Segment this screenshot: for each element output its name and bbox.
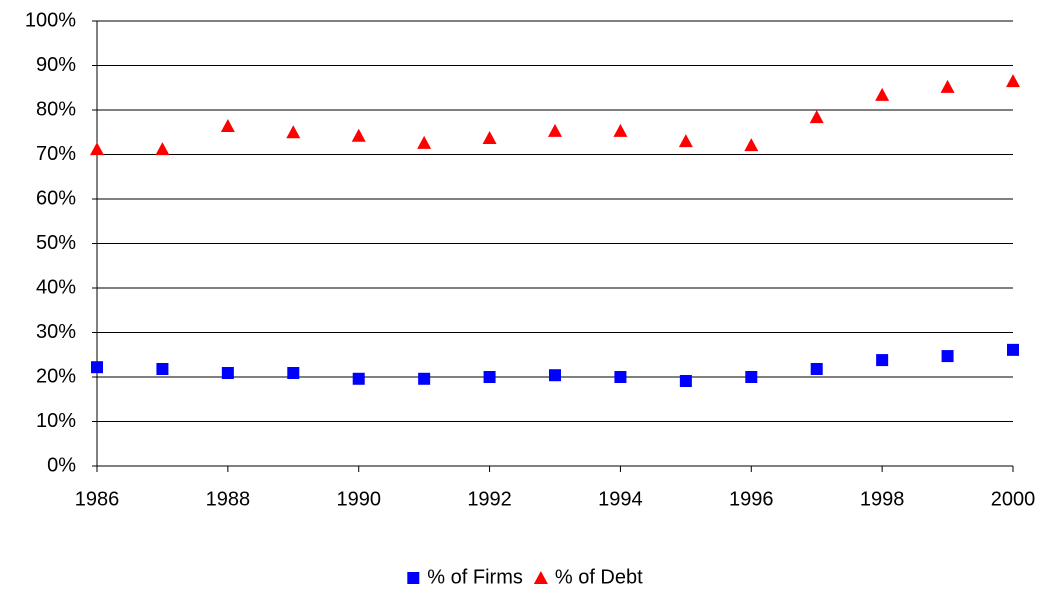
- y-tick-label: 20%: [36, 365, 76, 387]
- data-point: [351, 128, 366, 142]
- data-point: [352, 372, 365, 385]
- data-point: [287, 366, 300, 379]
- y-tick-label: 40%: [36, 276, 76, 298]
- data-point: [1006, 74, 1020, 88]
- data-point: [90, 142, 104, 156]
- data-point: [809, 110, 824, 124]
- y-tick-label: 0%: [47, 454, 76, 476]
- data-point: [482, 131, 497, 145]
- data-point: [940, 79, 955, 93]
- legend-label: % of Debt: [555, 566, 643, 588]
- legend-label: % of Firms: [427, 566, 523, 588]
- y-tick-label: 60%: [36, 187, 76, 209]
- y-tick-label: 70%: [36, 143, 76, 165]
- x-tick-label: 1994: [598, 488, 643, 510]
- data-point: [286, 125, 301, 139]
- y-tick-label: 100%: [25, 9, 76, 31]
- y-tick-label: 50%: [36, 232, 76, 254]
- x-tick-label: 1990: [336, 488, 381, 510]
- legend-marker: [407, 572, 420, 584]
- y-tick-label: 10%: [36, 410, 76, 432]
- legend-marker: [533, 571, 548, 584]
- data-point: [614, 371, 627, 383]
- y-tick-label: 80%: [36, 98, 76, 120]
- data-point: [221, 366, 234, 379]
- data-point: [745, 371, 758, 383]
- y-tick-label: 30%: [36, 321, 76, 343]
- data-point: [155, 142, 170, 156]
- data-point: [548, 123, 562, 137]
- data-point: [220, 119, 235, 133]
- x-tick-label: 2000: [991, 488, 1036, 510]
- x-tick-label: 1988: [206, 488, 251, 510]
- data-point: [744, 138, 759, 152]
- data-point: [941, 350, 954, 363]
- data-point: [91, 361, 103, 374]
- x-tick-label: 1998: [860, 488, 905, 510]
- data-point: [679, 375, 692, 388]
- data-point: [875, 87, 890, 101]
- y-tick-label: 90%: [36, 54, 76, 76]
- data-point: [483, 371, 496, 383]
- data-point: [678, 134, 693, 148]
- data-point: [418, 372, 431, 385]
- data-point: [810, 362, 823, 375]
- data-point: [876, 354, 889, 367]
- data-point: [1007, 343, 1019, 356]
- data-point: [156, 362, 169, 375]
- x-tick-label: 1986: [75, 488, 120, 510]
- x-tick-label: 1992: [467, 488, 512, 510]
- x-tick-label: 1996: [729, 488, 774, 510]
- data-point: [549, 369, 561, 382]
- data-point: [417, 135, 432, 149]
- data-point: [613, 123, 628, 137]
